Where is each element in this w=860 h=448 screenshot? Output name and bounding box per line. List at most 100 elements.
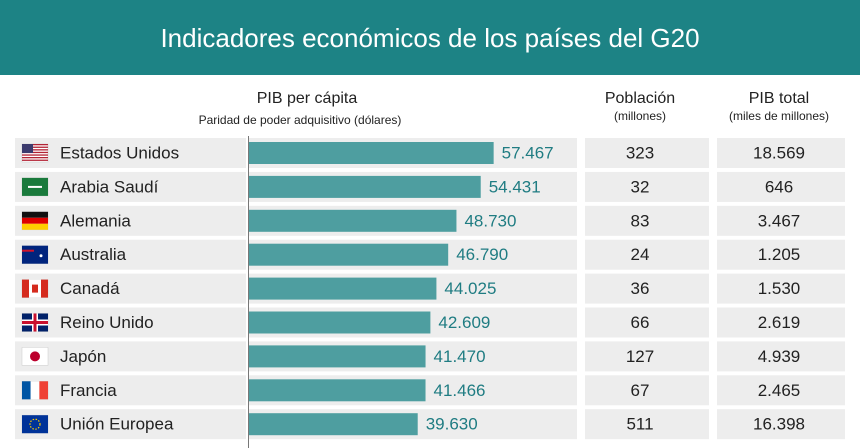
flag-part	[22, 144, 48, 146]
value-label: 46.790	[456, 245, 508, 264]
row-background	[717, 205, 845, 236]
flag-part	[22, 223, 48, 230]
row-background	[15, 375, 246, 406]
row-background	[15, 171, 246, 202]
value-label: 48.730	[464, 211, 516, 230]
flag-part	[22, 157, 48, 159]
gdp-total-value: 18.569	[753, 143, 805, 162]
flag	[21, 414, 49, 434]
flag-part	[22, 415, 48, 434]
flag	[21, 381, 49, 400]
gdp-total-value: 2.619	[758, 313, 801, 332]
row-background	[585, 171, 709, 202]
value-label: 39.630	[426, 415, 478, 434]
bar	[249, 209, 457, 232]
flag	[21, 143, 49, 163]
bar	[249, 345, 426, 368]
category-label: Unión Europea	[60, 415, 174, 434]
value-label: 41.470	[434, 347, 486, 366]
gdp-total-value: 1.530	[758, 279, 801, 298]
bar	[249, 413, 418, 436]
flag-part	[22, 151, 48, 154]
population-value: 323	[626, 143, 654, 162]
row-background	[585, 375, 709, 406]
chart-title: Indicadores económicos de los países del…	[160, 23, 699, 53]
gdp-total-value: 16.398	[753, 415, 805, 434]
row-background	[585, 409, 709, 440]
gdp-total-value: 646	[765, 177, 793, 196]
flag-part	[30, 381, 40, 400]
column-header: PIB total	[749, 90, 809, 107]
row-background	[717, 341, 845, 372]
flag-part	[22, 245, 48, 264]
flag-part	[22, 321, 48, 324]
column-header: Población	[605, 90, 675, 107]
bar	[249, 379, 426, 402]
bar	[249, 175, 481, 198]
category-label: Estados Unidos	[60, 143, 179, 162]
row-background	[15, 239, 246, 270]
column-subheader: (miles de millones)	[729, 109, 829, 123]
value-label: 54.431	[489, 177, 541, 196]
flag-part	[22, 217, 48, 224]
row-background	[585, 239, 709, 270]
flag-part	[39, 381, 49, 400]
bar	[249, 243, 449, 266]
flag-part	[22, 146, 48, 148]
category-label: Arabia Saudí	[60, 177, 159, 196]
flag-part	[39, 254, 43, 258]
flag	[21, 313, 49, 332]
row-background	[717, 171, 845, 202]
gdp-total-value: 1.205	[758, 245, 801, 264]
value-label: 41.466	[434, 381, 486, 400]
gdp-total-value: 3.467	[758, 211, 801, 230]
gdp-total-value: 2.465	[758, 381, 801, 400]
category-label: Francia	[60, 381, 117, 400]
flag-part	[22, 249, 34, 252]
population-value: 32	[631, 177, 650, 196]
flag-part	[28, 185, 42, 188]
row-background	[15, 341, 246, 372]
row-background	[717, 138, 845, 168]
value-label: 42.609	[438, 313, 490, 332]
column-subheader: (millones)	[614, 109, 666, 123]
flag-part	[29, 418, 41, 430]
row-background	[585, 307, 709, 338]
category-label: Alemania	[60, 211, 131, 230]
population-value: 83	[631, 211, 650, 230]
population-value: 511	[626, 415, 653, 434]
value-label: 44.025	[444, 279, 496, 298]
row-background	[15, 307, 246, 338]
value-label: 57.467	[502, 143, 554, 162]
row-background	[717, 307, 845, 338]
gdp-total-value: 4.939	[758, 347, 801, 366]
population-value: 127	[626, 347, 654, 366]
flag-part	[22, 381, 31, 400]
flag-part	[32, 284, 38, 293]
flag-part	[22, 144, 33, 153]
header-band	[0, 0, 860, 75]
column-subheader: Paridad de poder adquisitivo (dólares)	[199, 113, 402, 127]
row-background	[717, 273, 845, 304]
row-background	[717, 409, 845, 440]
population-value: 67	[631, 381, 650, 400]
row-background	[15, 138, 246, 168]
flag-part	[30, 351, 40, 362]
category-label: Canadá	[60, 279, 120, 298]
flag-part	[22, 154, 48, 156]
population-value: 24	[631, 245, 650, 264]
row-background	[585, 273, 709, 304]
row-background	[585, 138, 709, 168]
bar	[249, 142, 494, 164]
row-background	[15, 205, 246, 236]
bar	[249, 277, 437, 300]
row-background	[717, 375, 845, 406]
row-background	[717, 239, 845, 270]
flag-part	[22, 149, 48, 151]
row-background	[585, 341, 709, 372]
flag	[21, 347, 49, 366]
flag	[21, 211, 49, 231]
row-background	[585, 205, 709, 236]
category-label: Reino Unido	[60, 313, 154, 332]
